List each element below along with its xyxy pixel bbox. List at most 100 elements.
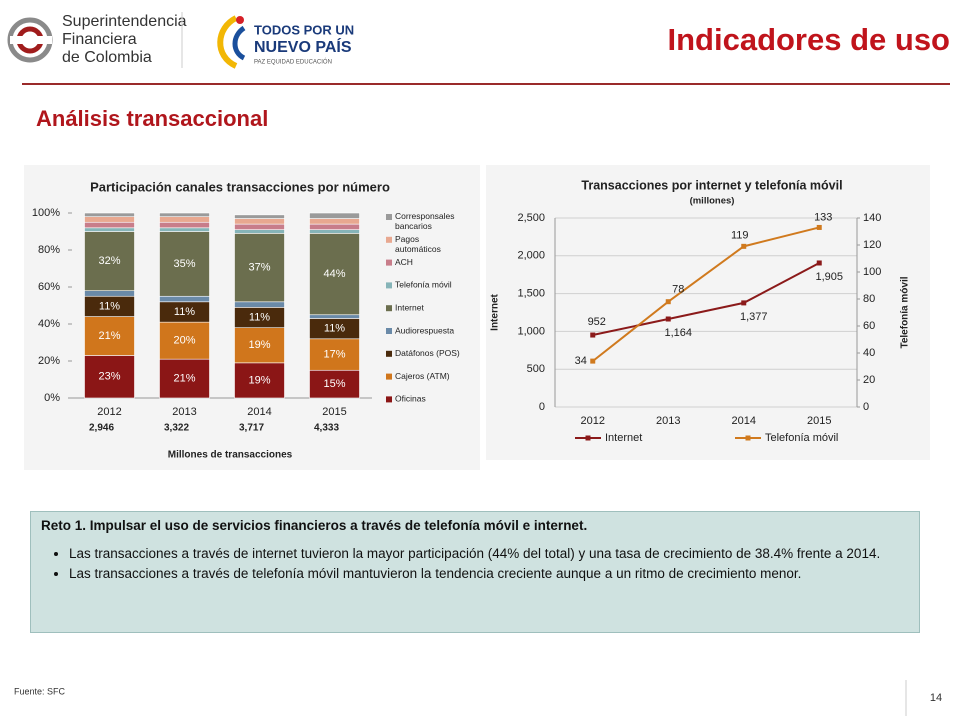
data-label: 17% [323, 348, 345, 360]
x-tick-label: 2012 [97, 406, 121, 418]
x-tick-label: 2013 [656, 415, 680, 427]
data-label: 133 [814, 211, 832, 223]
y2-axis-label: Telefonía móvil [900, 276, 911, 348]
legend-swatch [386, 350, 392, 357]
data-label: 19% [248, 339, 270, 351]
y2-tick-label: 100 [863, 266, 881, 278]
chart-title: Participación canales transacciones por … [90, 179, 390, 194]
sfc-logo [7, 17, 53, 63]
gov-text: PAZ EQUIDAD EDUCACIÓN [254, 59, 332, 66]
data-label: 11% [249, 311, 270, 323]
x-tick-label: 2014 [247, 406, 271, 418]
y2-tick-label: 0 [863, 401, 869, 413]
bar-segment [309, 218, 360, 225]
bar-segment [309, 212, 360, 219]
total-label: 2,946 [89, 423, 114, 434]
x-tick-label: 2014 [732, 415, 756, 427]
bar-segment [234, 223, 285, 230]
page-number: 14 [930, 692, 942, 704]
org-name: de Colombia [62, 49, 152, 66]
data-label: 78 [672, 284, 684, 296]
bar-segment [309, 223, 360, 230]
bar-segment [159, 216, 210, 223]
data-label: 44% [323, 268, 345, 280]
legend-label: Corresponsales bancarios [395, 211, 455, 231]
total-label: 3,322 [164, 423, 189, 434]
y2-tick-label: 80 [863, 293, 875, 305]
bar-segment [159, 295, 210, 303]
gov-text: NUEVO PAÍS [254, 37, 352, 56]
y-tick-label: 20% [38, 355, 60, 367]
data-label: 11% [174, 306, 195, 318]
reto-box: Reto 1. Impulsar el uso de servicios fin… [30, 511, 920, 633]
legend-swatch [386, 305, 392, 312]
line [592, 262, 820, 337]
y2-tick-label: 140 [863, 212, 881, 224]
data-label: 952 [588, 316, 606, 328]
data-label: 1,905 [815, 271, 843, 283]
reto-list: Las transacciones a través de internet t… [41, 545, 909, 583]
bar-segment [84, 316, 135, 356]
bar-segment [84, 290, 135, 297]
legend-label: Oficinas [395, 394, 426, 404]
legend-label: ACH [395, 257, 413, 267]
bar-segment [159, 221, 210, 229]
data-label: 21% [173, 372, 195, 384]
legend-marker [745, 435, 751, 441]
bar-segment [309, 338, 360, 371]
legend-label: Telefonía móvil [765, 432, 838, 444]
reto-heading: Reto 1. Impulsar el uso de servicios fin… [41, 518, 588, 533]
y2-tick-label: 20 [863, 374, 875, 386]
bar-segment [234, 229, 285, 234]
data-label: 21% [98, 330, 120, 342]
bar-segment [84, 212, 135, 218]
bar-segment [84, 227, 135, 232]
x-tick-label: 2012 [581, 415, 605, 427]
legend-label: Datáfonos (POS) [395, 348, 460, 358]
x-tick-label: 2013 [172, 406, 196, 418]
bar-segment [84, 355, 135, 399]
y-tick-label: 1,000 [517, 325, 545, 337]
bar-segment [309, 229, 360, 234]
data-label: 19% [248, 374, 270, 386]
gov-logo [217, 15, 246, 69]
legend-marker [585, 435, 591, 441]
bar-segment [159, 358, 210, 399]
legend-label: Pagos automáticos [395, 234, 441, 254]
y-tick-label: 100% [32, 207, 60, 219]
source: Fuente: SFC [14, 686, 66, 696]
bar-segment [84, 216, 135, 223]
bar-segment [234, 301, 285, 308]
total-label: 4,333 [314, 423, 339, 434]
bar-segment [309, 233, 360, 316]
y-tick-label: 500 [527, 363, 545, 375]
legend-swatch [386, 236, 392, 243]
bar-segment [309, 369, 360, 399]
bar-segment [234, 362, 285, 399]
bar-segment [234, 233, 285, 303]
chart-title: Transacciones por internet y telefonía m… [581, 178, 842, 192]
legend-swatch [386, 282, 392, 289]
y-tick-label: 0 [539, 401, 545, 413]
legend-swatch [386, 214, 392, 220]
x-tick-label: 2015 [322, 406, 346, 418]
data-label: 11% [324, 323, 345, 335]
data-label: 37% [248, 261, 270, 273]
y2-tick-label: 120 [863, 239, 881, 251]
y2-tick-label: 60 [863, 320, 875, 332]
bar-segment [234, 214, 285, 219]
marker [741, 300, 747, 306]
y-tick-label: 60% [38, 281, 60, 293]
data-label: 15% [323, 378, 345, 390]
data-label: 34 [575, 355, 587, 367]
bar-segment [159, 321, 210, 360]
org-name: Superintendencia [62, 13, 187, 30]
chart-bg [486, 165, 930, 460]
y-tick-label: 40% [38, 318, 60, 330]
x-axis-label: Millones de transacciones [168, 450, 293, 461]
y-tick-label: 0% [44, 392, 60, 404]
marker [665, 299, 671, 305]
data-label: 1,377 [740, 311, 768, 323]
reto-bullet: Las transacciones a través de internet t… [69, 545, 909, 563]
